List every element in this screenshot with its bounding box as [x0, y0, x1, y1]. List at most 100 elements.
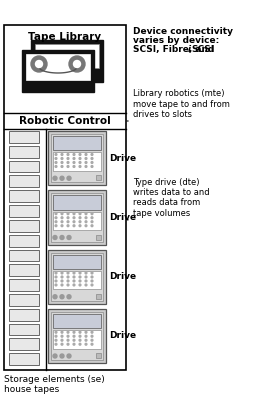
Circle shape: [31, 56, 47, 72]
Circle shape: [73, 335, 75, 337]
Bar: [9, 161, 39, 173]
Circle shape: [55, 217, 57, 219]
Circle shape: [79, 158, 81, 159]
Bar: [51, 193, 103, 242]
Bar: [48, 309, 106, 363]
Bar: [35, 44, 99, 68]
Bar: [26, 54, 90, 80]
Circle shape: [79, 225, 81, 227]
Circle shape: [91, 331, 93, 333]
Circle shape: [91, 280, 93, 282]
Circle shape: [61, 166, 63, 167]
Circle shape: [73, 213, 75, 215]
Circle shape: [53, 236, 57, 240]
Circle shape: [67, 176, 71, 180]
Circle shape: [60, 295, 64, 299]
Text: Drive: Drive: [109, 272, 136, 281]
Text: SCSI: SCSI: [192, 45, 214, 54]
Circle shape: [73, 339, 75, 341]
Text: Drive: Drive: [109, 154, 136, 163]
Circle shape: [67, 295, 71, 299]
Bar: [9, 294, 39, 306]
Bar: [48, 131, 106, 185]
Circle shape: [73, 276, 75, 278]
Bar: [96, 353, 101, 358]
Circle shape: [79, 272, 81, 274]
Circle shape: [79, 221, 81, 223]
Text: Drive: Drive: [109, 331, 136, 341]
Bar: [53, 152, 101, 171]
Bar: [4, 25, 126, 370]
Circle shape: [55, 284, 57, 286]
Circle shape: [61, 331, 63, 333]
Circle shape: [91, 343, 93, 345]
Circle shape: [85, 343, 87, 345]
Bar: [9, 339, 39, 350]
Bar: [9, 235, 39, 246]
Text: Type drive (dte)
writes data to and
reads data from
tape volumes: Type drive (dte) writes data to and read…: [133, 178, 210, 218]
Circle shape: [79, 154, 81, 156]
Circle shape: [91, 158, 93, 159]
Bar: [51, 134, 103, 182]
Circle shape: [79, 213, 81, 215]
Circle shape: [73, 217, 75, 219]
Circle shape: [55, 166, 57, 167]
Bar: [48, 190, 106, 244]
Circle shape: [55, 225, 57, 227]
Circle shape: [79, 162, 81, 163]
Text: Library robotics (mte)
move tape to and from
drives to slots: Library robotics (mte) move tape to and …: [133, 89, 230, 119]
Circle shape: [61, 343, 63, 345]
Circle shape: [85, 272, 87, 274]
Circle shape: [91, 166, 93, 167]
Bar: [31, 40, 103, 82]
Circle shape: [61, 280, 63, 282]
Bar: [22, 50, 94, 92]
Bar: [51, 312, 103, 360]
Bar: [53, 330, 101, 349]
Circle shape: [60, 354, 64, 358]
Circle shape: [67, 354, 71, 358]
Circle shape: [67, 221, 69, 223]
Circle shape: [79, 166, 81, 167]
Circle shape: [73, 225, 75, 227]
Bar: [53, 271, 101, 289]
Circle shape: [61, 213, 63, 215]
Circle shape: [61, 217, 63, 219]
Circle shape: [73, 221, 75, 223]
Circle shape: [85, 158, 87, 159]
Bar: [9, 309, 39, 320]
Circle shape: [85, 339, 87, 341]
Bar: [9, 190, 39, 202]
Circle shape: [79, 331, 81, 333]
Circle shape: [91, 225, 93, 227]
Circle shape: [35, 61, 43, 67]
Text: Robotic Control: Robotic Control: [19, 116, 111, 126]
Circle shape: [67, 343, 69, 345]
Circle shape: [85, 331, 87, 333]
Circle shape: [73, 162, 75, 163]
Circle shape: [67, 217, 69, 219]
Circle shape: [61, 284, 63, 286]
Text: SCSI, Fibre, and: SCSI, Fibre, and: [133, 45, 218, 54]
Circle shape: [67, 339, 69, 341]
Bar: [53, 314, 101, 328]
Bar: [96, 175, 101, 180]
Bar: [9, 131, 39, 143]
Circle shape: [61, 162, 63, 163]
Circle shape: [67, 158, 69, 159]
Circle shape: [85, 162, 87, 163]
Bar: [9, 264, 39, 276]
Text: Drive: Drive: [109, 213, 136, 222]
Text: Device connectivity: Device connectivity: [133, 27, 233, 36]
Circle shape: [79, 276, 81, 278]
Circle shape: [67, 284, 69, 286]
Circle shape: [55, 343, 57, 345]
Circle shape: [85, 166, 87, 167]
Circle shape: [67, 272, 69, 274]
Circle shape: [91, 162, 93, 163]
Circle shape: [91, 213, 93, 215]
Circle shape: [85, 225, 87, 227]
Circle shape: [85, 221, 87, 223]
Circle shape: [85, 280, 87, 282]
Text: i: i: [188, 45, 190, 54]
